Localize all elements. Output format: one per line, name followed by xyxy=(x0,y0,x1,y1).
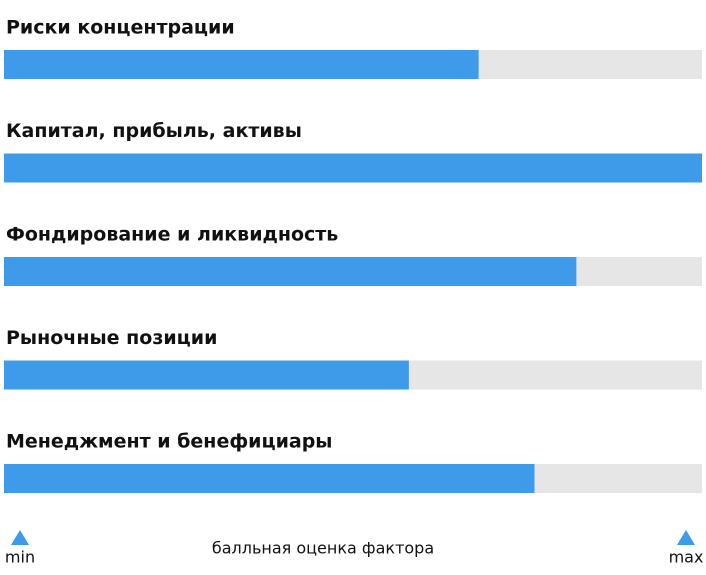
x-tick-label: max xyxy=(669,548,704,567)
category-label: Фондирование и ликвидность xyxy=(6,224,338,246)
bar xyxy=(4,360,409,390)
category-label: Рыночные позиции xyxy=(6,327,217,349)
category-label: Менеджмент и бенефициары xyxy=(6,431,333,453)
category-label: Капитал, прибыль, активы xyxy=(6,120,302,142)
x-axis-label: балльная оценка фактора xyxy=(212,539,434,558)
tick-marker xyxy=(677,530,695,545)
x-tick-label: min xyxy=(5,548,35,567)
bar xyxy=(4,464,535,493)
bar xyxy=(4,257,577,286)
bar xyxy=(4,50,479,79)
category-label: Риски концентрации xyxy=(6,17,235,39)
tick-marker xyxy=(11,530,29,545)
bar xyxy=(4,153,702,183)
